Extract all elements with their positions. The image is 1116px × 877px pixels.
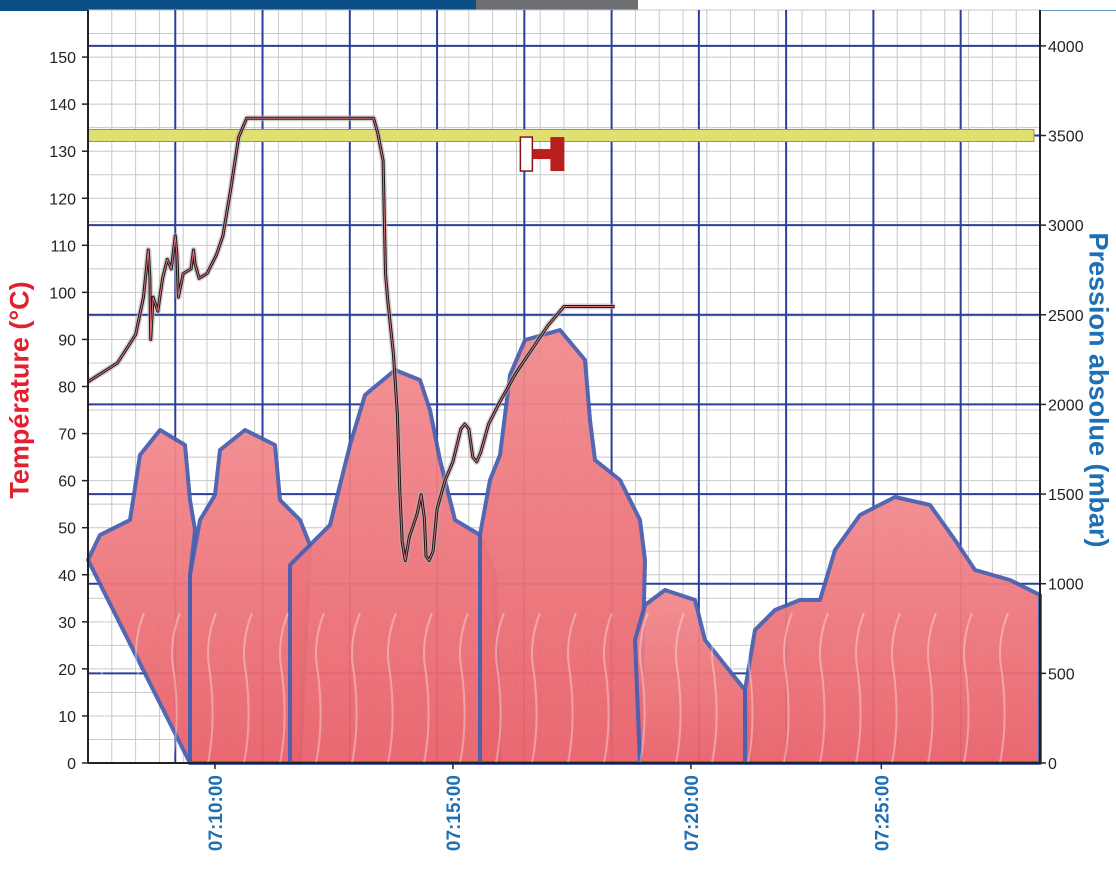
y-right-tick-label: 3000: [1048, 218, 1084, 235]
figure-texture: [711, 612, 721, 764]
figure-texture: [927, 612, 937, 764]
x-tick-label: 07:15:00: [444, 775, 465, 851]
y-left-tick-label: 0: [67, 756, 76, 773]
y-right-tick-label: 1000: [1048, 577, 1084, 594]
y-left-tick-label: 30: [58, 615, 76, 632]
figure-texture: [567, 612, 577, 764]
figure-texture: [603, 612, 613, 764]
y-left-tick-label: 100: [49, 285, 76, 302]
figure-texture: [783, 612, 793, 764]
y-axis-left-label-wrap: Température (°C): [0, 0, 40, 877]
figure-texture: [207, 612, 217, 764]
y-left-tick-label: 10: [58, 709, 76, 726]
y-left-tick-label: 80: [58, 380, 76, 397]
y-right-tick-label: 3500: [1048, 129, 1084, 146]
y-axis-left-label: Température (°C): [4, 281, 35, 499]
y-right-tick-label: 2500: [1048, 308, 1084, 325]
y-left-tick-label: 40: [58, 568, 76, 585]
h-marker-left: [519, 136, 534, 172]
y-left-tick-label: 110: [50, 238, 76, 255]
y-right-tick-label: 2000: [1048, 397, 1084, 414]
y-left-tick-label: 20: [58, 662, 76, 679]
figure-texture: [891, 612, 901, 764]
y-left-tick-label: 60: [58, 474, 76, 491]
y-right-tick-label: 1500: [1048, 487, 1084, 504]
y-right-tick-label: 500: [1048, 666, 1075, 683]
y-left-tick-label: 90: [58, 332, 76, 349]
y-left-tick-label: 50: [58, 521, 76, 538]
figure-texture: [495, 612, 505, 764]
figure-texture: [999, 612, 1009, 764]
temperature-line-highlight: [87, 117, 615, 562]
figure-texture: [171, 612, 181, 764]
figure-texture: [459, 612, 469, 764]
y-left-tick-label: 120: [49, 191, 76, 208]
x-tick-label: 07:20:00: [682, 775, 703, 851]
x-tick-label: 07:10:00: [206, 775, 227, 851]
figure-texture: [855, 612, 865, 764]
figure-texture: [387, 612, 397, 764]
y-right-tick-label: 0: [1048, 756, 1057, 773]
h-marker-right: [550, 137, 565, 172]
y-right-tick-label: 4000: [1048, 39, 1084, 56]
figure-texture: [747, 612, 757, 764]
y-axis-right-label: Pression absolue (mbar): [1083, 232, 1114, 548]
y-left-tick-label: 150: [49, 50, 76, 67]
figure-texture: [279, 612, 289, 764]
y-left-tick-label: 130: [49, 144, 76, 161]
y-left-tick-label: 70: [58, 427, 76, 444]
y-left-tick-label: 140: [49, 97, 76, 114]
h-marker-icon: [519, 136, 565, 172]
figure-texture: [963, 612, 973, 764]
figure-texture: [423, 612, 433, 764]
h-marker-bar: [532, 149, 553, 160]
figure-texture: [315, 612, 325, 764]
figure-texture: [135, 612, 145, 764]
figure-texture: [819, 612, 829, 764]
header-bar-blue: [0, 0, 476, 11]
figure-texture: [531, 612, 541, 764]
figure-texture: [351, 612, 361, 764]
figure-texture: [675, 612, 685, 764]
figure-texture: [639, 612, 649, 764]
figure-texture: [99, 612, 109, 764]
figure-texture: [243, 612, 253, 764]
x-tick-label: 07:25:00: [872, 775, 893, 851]
header-bar-gray: [476, 0, 638, 11]
